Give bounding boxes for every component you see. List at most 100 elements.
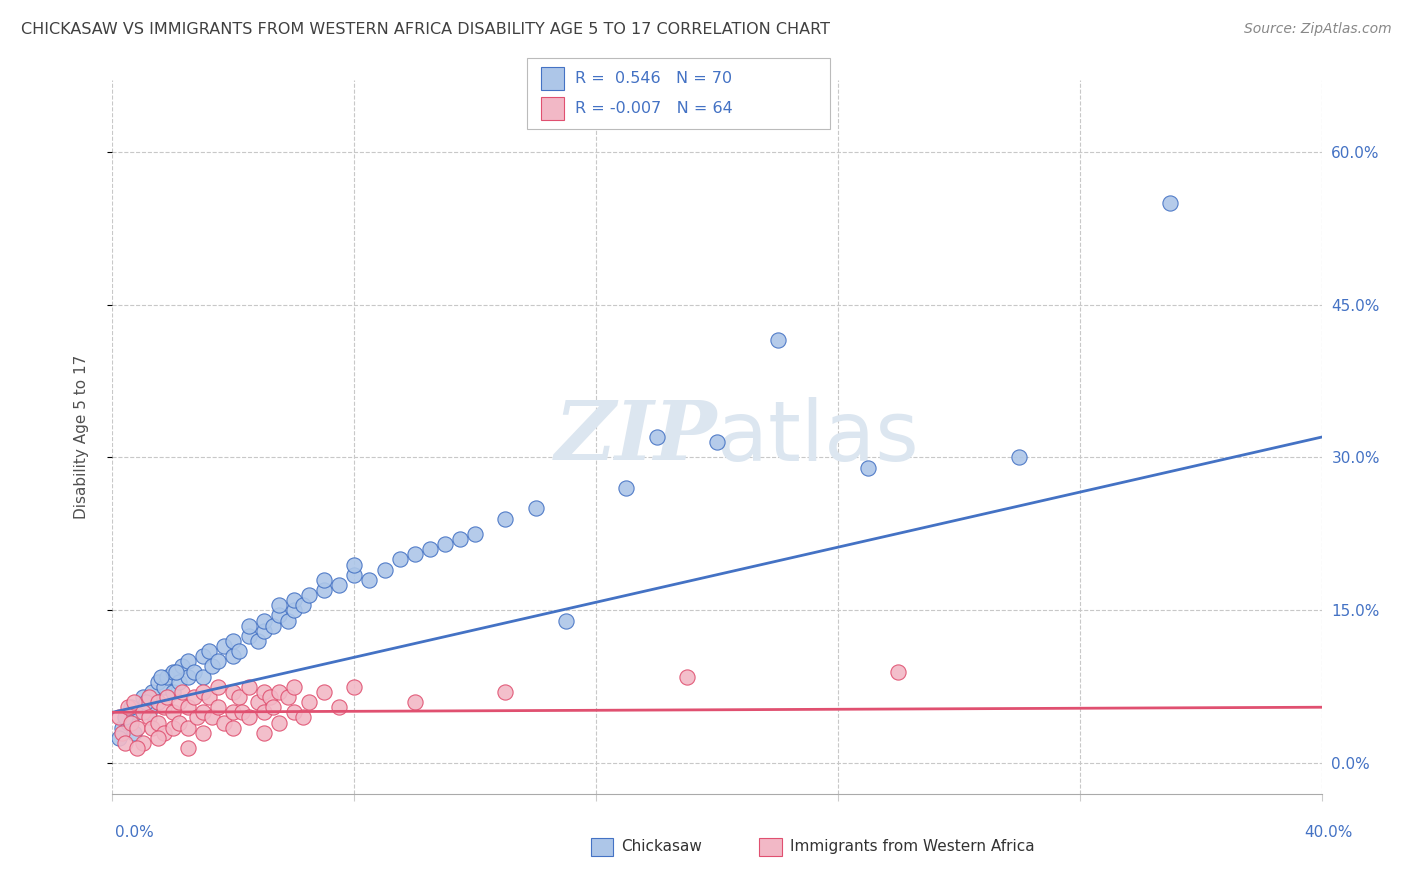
Point bbox=[238, 680, 260, 694]
Point bbox=[183, 665, 205, 679]
Point bbox=[110, 725, 132, 739]
Point bbox=[207, 680, 229, 694]
Point bbox=[706, 435, 728, 450]
Point bbox=[887, 665, 910, 679]
Y-axis label: Disability Age 5 to 17: Disability Age 5 to 17 bbox=[75, 355, 89, 519]
Point bbox=[1159, 195, 1181, 210]
Point bbox=[191, 649, 215, 664]
Point bbox=[314, 573, 336, 587]
Point bbox=[238, 629, 260, 643]
Point bbox=[120, 715, 142, 730]
Point bbox=[191, 725, 215, 739]
Point bbox=[222, 685, 245, 699]
Point bbox=[170, 685, 193, 699]
Point bbox=[156, 690, 179, 704]
Point bbox=[149, 670, 172, 684]
Point bbox=[262, 618, 284, 632]
Point bbox=[419, 542, 441, 557]
Point bbox=[222, 721, 245, 735]
Text: Source: ZipAtlas.com: Source: ZipAtlas.com bbox=[1244, 22, 1392, 37]
Point bbox=[388, 552, 411, 566]
Point bbox=[198, 690, 221, 704]
Point bbox=[132, 706, 155, 720]
Text: 40.0%: 40.0% bbox=[1305, 825, 1353, 840]
Point bbox=[495, 685, 517, 699]
Point bbox=[283, 593, 305, 607]
Point bbox=[298, 588, 321, 602]
Point bbox=[162, 721, 184, 735]
Point bbox=[141, 685, 163, 699]
Point bbox=[132, 690, 155, 704]
Point bbox=[135, 695, 157, 709]
Point bbox=[616, 481, 638, 495]
Point bbox=[165, 665, 187, 679]
Point bbox=[222, 649, 245, 664]
Point bbox=[222, 706, 245, 720]
Point bbox=[277, 614, 299, 628]
Point bbox=[222, 634, 245, 648]
Point bbox=[177, 700, 200, 714]
Point bbox=[246, 634, 269, 648]
Point bbox=[125, 721, 148, 735]
Point bbox=[170, 659, 193, 673]
Text: Immigrants from Western Africa: Immigrants from Western Africa bbox=[790, 839, 1035, 854]
Point bbox=[146, 695, 169, 709]
Point bbox=[177, 654, 200, 668]
Point bbox=[267, 608, 290, 623]
Point bbox=[153, 680, 176, 694]
Point bbox=[283, 603, 305, 617]
Point bbox=[207, 654, 229, 668]
Point bbox=[110, 721, 132, 735]
Point bbox=[645, 430, 668, 444]
Text: ZIP: ZIP bbox=[554, 397, 717, 477]
Text: 0.0%: 0.0% bbox=[115, 825, 155, 840]
Point bbox=[246, 695, 269, 709]
Point bbox=[167, 695, 190, 709]
Point bbox=[107, 710, 129, 724]
Point bbox=[238, 618, 260, 632]
Point bbox=[283, 680, 305, 694]
Point bbox=[253, 614, 276, 628]
Point bbox=[253, 624, 276, 638]
Point bbox=[267, 715, 290, 730]
Point bbox=[114, 710, 136, 724]
Point bbox=[291, 599, 314, 613]
Point bbox=[162, 706, 184, 720]
Point bbox=[138, 710, 160, 724]
Point bbox=[343, 558, 366, 572]
Point bbox=[122, 695, 145, 709]
Point bbox=[253, 685, 276, 699]
Point bbox=[198, 644, 221, 658]
Point bbox=[495, 511, 517, 525]
Point bbox=[191, 670, 215, 684]
Point bbox=[132, 736, 155, 750]
Point bbox=[214, 639, 236, 653]
Point bbox=[120, 700, 142, 714]
Point bbox=[253, 706, 276, 720]
Point bbox=[138, 706, 160, 720]
Point bbox=[183, 690, 205, 704]
Point bbox=[404, 695, 426, 709]
Point bbox=[177, 741, 200, 756]
Point bbox=[167, 715, 190, 730]
Point bbox=[374, 563, 396, 577]
Point bbox=[114, 736, 136, 750]
Point bbox=[228, 644, 250, 658]
Point bbox=[343, 680, 366, 694]
Point bbox=[858, 460, 880, 475]
Point bbox=[117, 715, 139, 730]
Point bbox=[259, 690, 281, 704]
Point bbox=[267, 685, 290, 699]
Point bbox=[146, 695, 169, 709]
Point bbox=[283, 706, 305, 720]
Point bbox=[156, 670, 179, 684]
Point bbox=[191, 706, 215, 720]
Point bbox=[766, 333, 789, 347]
Point bbox=[359, 573, 381, 587]
Point bbox=[434, 537, 457, 551]
Point bbox=[262, 700, 284, 714]
Point bbox=[191, 685, 215, 699]
Point bbox=[314, 685, 336, 699]
Point bbox=[404, 547, 426, 561]
Point bbox=[146, 731, 169, 745]
